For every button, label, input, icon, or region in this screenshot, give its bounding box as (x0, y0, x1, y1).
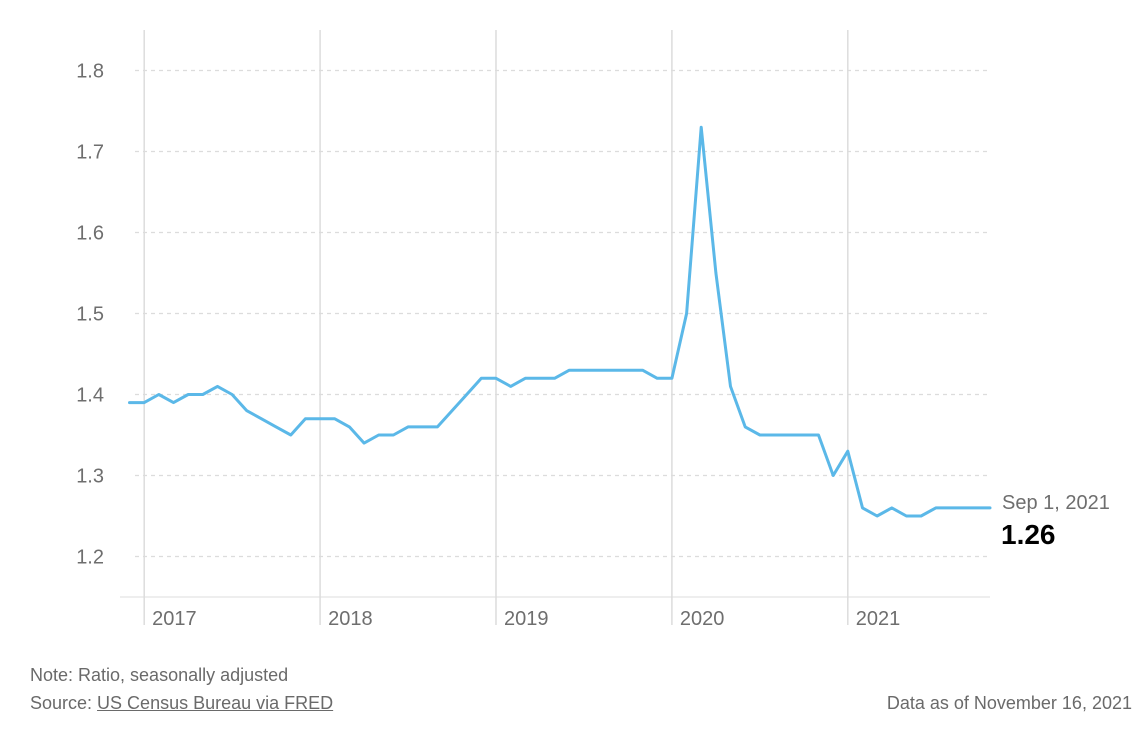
vertical-gridlines (143, 30, 849, 625)
y-tick-label: 1.6 (76, 223, 104, 245)
chart: 1.21.31.41.51.61.71.8 2017 2018 2019 2020 20… (76, 30, 1110, 630)
x-tick-label: 2020 (680, 608, 725, 630)
y-tick-label: 1.3 (76, 466, 104, 488)
y-tick-label: 1.8 (76, 61, 104, 83)
last-point-value-label: 1.26 (1001, 519, 1056, 550)
y-tick-labels: 1.2 1.3 1.4 1.5 1.6 1.7 1.8 (76, 61, 104, 569)
x-tick-label: 2017 (152, 608, 197, 630)
note-text: Note: Ratio, seasonally adjusted (30, 665, 289, 685)
y-tick-label: 1.7 (76, 142, 104, 164)
x-tick-label: 2021 (856, 608, 901, 630)
source-link[interactable]: US Census Bureau via FRED (97, 693, 334, 713)
x-tick-label: 2018 (328, 608, 373, 630)
data-as-of-text: Data as of November 16, 2021 (886, 693, 1132, 713)
horizontal-gridlines (135, 69, 990, 558)
y-tick-label: 1.5 (76, 304, 104, 326)
y-tick-label: 1.2 (76, 547, 104, 569)
series-line (128, 125, 992, 518)
source-text: Source: US Census Bureau via FRED (30, 693, 333, 714)
source-prefix: Source: (30, 693, 98, 713)
last-point-date-label: Sep 1, 2021 (1002, 492, 1110, 514)
x-tick-label: 2019 (504, 608, 548, 630)
y-tick-label: 1.4 (76, 385, 104, 407)
x-tick-labels: 2017 2018 2019 2020 2021 (152, 608, 900, 630)
